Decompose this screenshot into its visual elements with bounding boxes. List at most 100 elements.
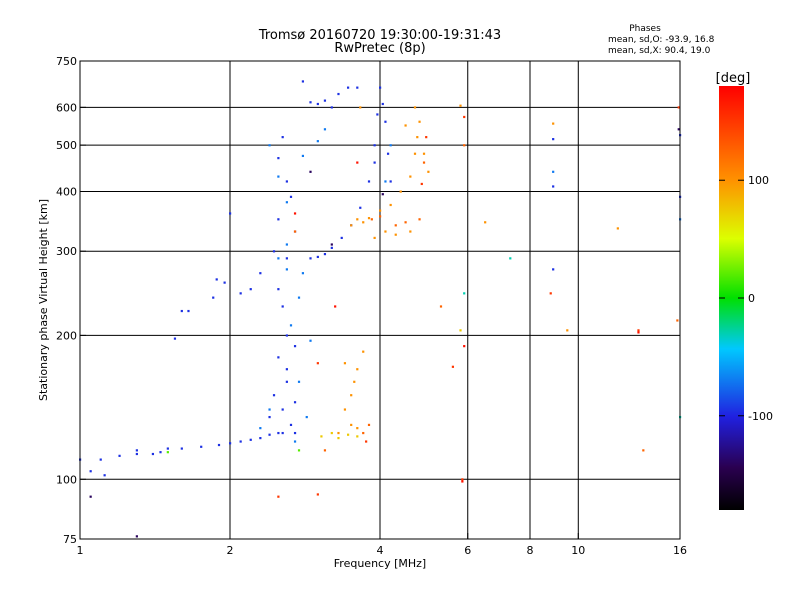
data-point: [293, 431, 297, 435]
data-point: [239, 440, 242, 443]
data-point: [549, 292, 552, 295]
data-point: [281, 431, 284, 435]
data-point: [413, 106, 417, 109]
colorbar-ticks: 100 0 -100: [719, 174, 773, 423]
data-point: [367, 217, 371, 220]
data-point: [422, 161, 426, 164]
data-point: [346, 433, 350, 436]
data-point: [463, 345, 466, 348]
data-point: [320, 435, 323, 438]
x-tick-label: 4: [377, 544, 384, 557]
data-point: [297, 449, 301, 452]
data-point: [373, 144, 376, 147]
data-point: [509, 257, 512, 260]
data-point: [418, 218, 421, 221]
data-point: [463, 144, 466, 147]
data-point: [379, 215, 382, 218]
data-point: [350, 224, 353, 227]
data-point: [459, 329, 462, 332]
data-point: [268, 408, 271, 411]
stats-line-x: mean, sd,X: 90.4, 19.0: [608, 46, 711, 56]
y-tick-label: 300: [56, 245, 77, 258]
data-point: [394, 224, 397, 227]
data-point: [340, 236, 343, 240]
data-point: [404, 124, 407, 127]
data-point: [285, 380, 288, 383]
data-point: [99, 458, 102, 461]
data-point: [439, 305, 443, 308]
stats-line-o: mean, sd,O: -93.9, 16.8: [608, 35, 715, 45]
data-point: [356, 427, 359, 430]
data-point: [259, 436, 262, 440]
data-point: [461, 480, 464, 483]
y-tick-label: 500: [56, 139, 77, 152]
data-point: [285, 368, 288, 371]
data-point: [356, 435, 359, 438]
data-point: [277, 288, 280, 291]
data-point: [249, 438, 252, 441]
data-point: [463, 292, 466, 295]
data-point: [293, 401, 297, 404]
data-point: [173, 337, 177, 340]
colorbar-label: [deg]: [716, 71, 751, 86]
data-point: [229, 442, 232, 445]
data-point: [166, 451, 169, 454]
y-axis-label: Stationary phase Virtual Height [km]: [37, 199, 50, 401]
data-point: [404, 221, 407, 224]
data-point: [323, 128, 327, 131]
data-point: [389, 180, 392, 183]
data-point: [316, 102, 319, 106]
data-point: [151, 452, 155, 456]
data-point: [356, 86, 359, 89]
data-point: [259, 272, 262, 275]
data-point: [272, 250, 276, 253]
data-point: [277, 495, 280, 498]
data-point: [268, 433, 271, 436]
data-point: [381, 102, 384, 106]
data-point: [277, 356, 280, 359]
data-point: [323, 449, 327, 452]
data-point: [373, 236, 376, 240]
data-point: [293, 440, 297, 443]
data-point: [389, 203, 392, 207]
data-point: [386, 152, 390, 155]
chart-title: Tromsø 20160720 19:30:00-19:31:43: [258, 28, 501, 43]
data-point: [427, 170, 430, 173]
data-point: [103, 474, 106, 477]
data-point: [359, 206, 362, 209]
x-tick-label: 6: [464, 544, 471, 557]
y-tick-label: 600: [56, 101, 77, 114]
data-point: [637, 331, 640, 334]
data-point: [370, 218, 373, 221]
data-point: [316, 140, 319, 143]
data-point: [330, 431, 333, 435]
data-point: [330, 243, 333, 246]
data-point: [305, 415, 308, 419]
data-point: [330, 246, 333, 249]
data-point: [616, 227, 619, 230]
data-point: [289, 195, 293, 198]
data-point: [343, 408, 347, 411]
data-point: [259, 427, 262, 430]
data-point: [379, 209, 382, 212]
data-point: [350, 394, 353, 397]
data-point: [301, 80, 305, 83]
data-point: [215, 278, 218, 281]
data-point: [159, 451, 162, 454]
data-point: [362, 350, 365, 353]
data-point: [677, 106, 680, 109]
data-point: [413, 152, 417, 155]
data-point: [384, 180, 387, 183]
data-point: [343, 362, 347, 365]
data-point: [229, 212, 232, 215]
colorbar-tick-label: -100: [748, 410, 773, 423]
data-point: [301, 154, 305, 158]
data-point: [323, 253, 327, 256]
data-point: [316, 493, 319, 496]
data-point: [399, 190, 402, 193]
data-point: [135, 535, 138, 538]
data-point: [552, 268, 555, 271]
data-point: [212, 296, 215, 299]
data-point: [293, 230, 297, 233]
